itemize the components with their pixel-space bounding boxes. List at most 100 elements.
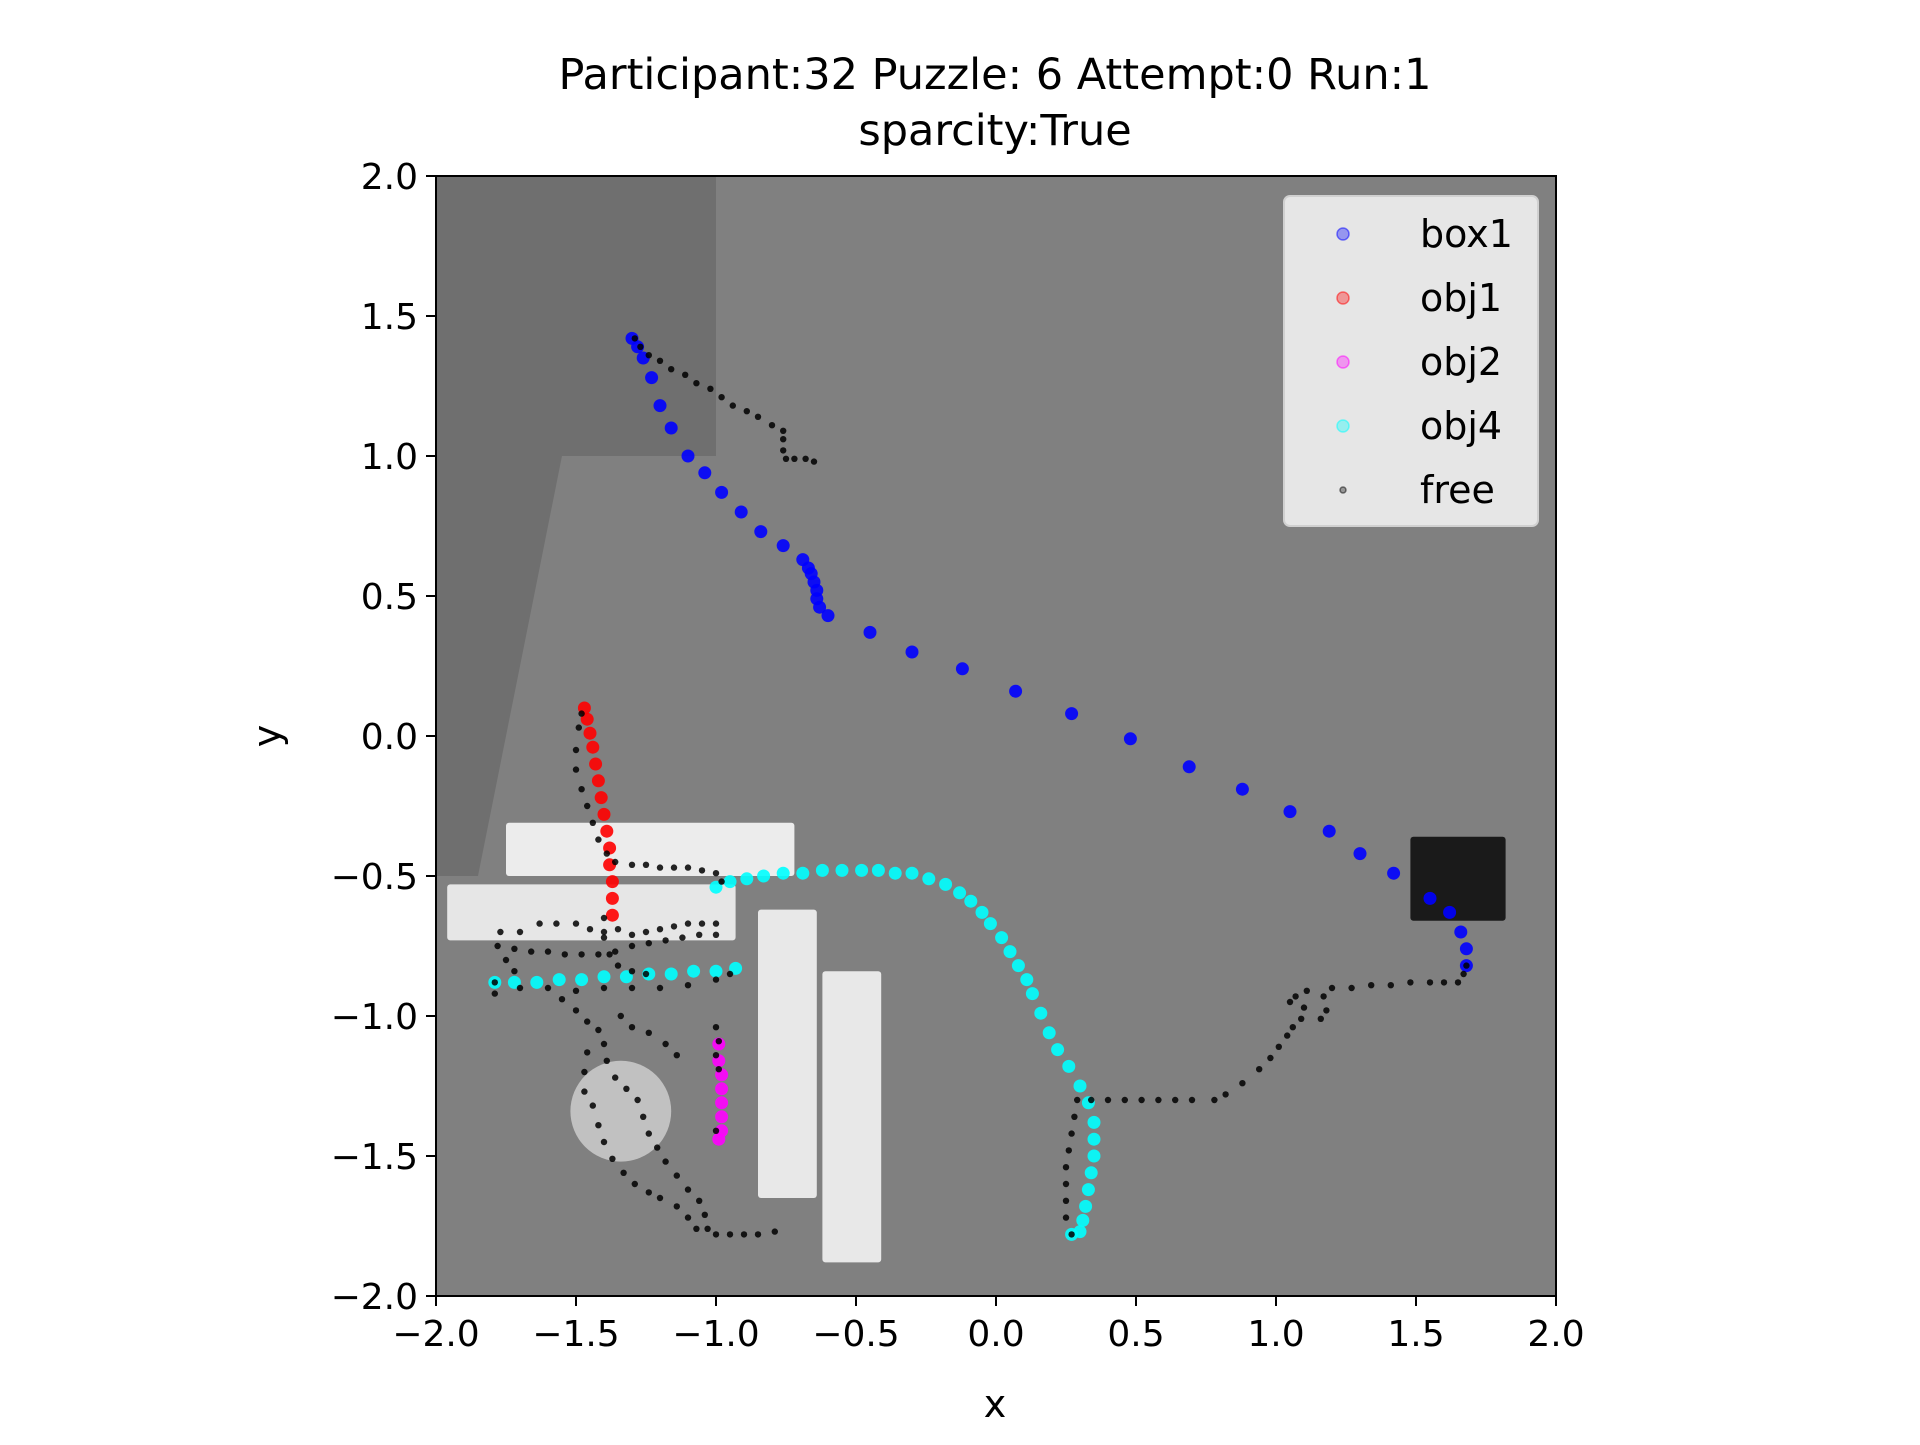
point-free-145 <box>1138 1096 1145 1104</box>
point-free-152 <box>1256 1066 1263 1073</box>
point-free-24 <box>578 786 585 793</box>
point-free-140 <box>1071 1113 1078 1121</box>
point-free-48 <box>656 926 664 933</box>
point-free-12 <box>768 422 776 429</box>
point-free-87 <box>572 1007 580 1014</box>
point-free-71 <box>628 968 636 975</box>
point-free-93 <box>623 1085 630 1093</box>
point-free-150 <box>1222 1091 1229 1098</box>
point-free-69 <box>606 951 613 958</box>
point-obj4-37 <box>1051 1043 1065 1057</box>
point-obj2-7 <box>712 1132 726 1146</box>
point-free-125 <box>645 1029 652 1037</box>
obstacle-pillar-left <box>758 909 817 1198</box>
x-axis-label: x <box>984 1382 1007 1426</box>
y-axis-label: y <box>245 725 289 748</box>
point-free-101 <box>696 1197 703 1205</box>
point-free-58 <box>578 951 585 958</box>
point-obj1-7 <box>597 807 611 821</box>
point-free-86 <box>558 996 566 1003</box>
point-obj1-13 <box>605 908 619 922</box>
point-obj4-33 <box>1020 973 1034 987</box>
y-tick-label-0: −2.0 <box>331 1277 418 1318</box>
point-obj4-2 <box>530 975 544 989</box>
point-free-13 <box>780 427 787 434</box>
point-free-116 <box>620 1169 627 1177</box>
point-obj4-36 <box>1042 1026 1056 1040</box>
point-free-117 <box>631 1180 638 1188</box>
point-free-59 <box>595 951 602 958</box>
y-tick-label-6: 1.0 <box>361 437 418 478</box>
point-box1-8 <box>715 485 729 499</box>
point-obj4-39 <box>1073 1079 1087 1093</box>
point-free-68 <box>600 934 608 941</box>
point-free-62 <box>645 940 652 947</box>
point-free-35 <box>698 867 706 874</box>
point-free-139 <box>1068 1130 1075 1137</box>
point-free-22 <box>572 746 580 754</box>
point-box1-19 <box>821 609 835 623</box>
point-free-120 <box>673 1203 680 1210</box>
point-box1-23 <box>1009 684 1023 698</box>
point-free-114 <box>600 1138 608 1146</box>
point-free-156 <box>1289 1023 1297 1031</box>
point-obj2-4 <box>715 1096 729 1110</box>
point-free-31 <box>642 861 650 868</box>
point-box1-4 <box>653 399 667 413</box>
x-tick-label-8: 2.0 <box>1527 1314 1584 1355</box>
point-box1-28 <box>1283 805 1297 819</box>
point-free-168 <box>1387 982 1395 989</box>
legend-label-box1: box1 <box>1420 212 1513 256</box>
point-free-55 <box>528 948 535 955</box>
point-free-162 <box>1320 993 1327 1000</box>
point-obj4-27 <box>964 894 978 908</box>
point-free-81 <box>684 982 692 989</box>
point-obj4-5 <box>597 970 611 984</box>
point-free-8 <box>718 394 725 401</box>
point-free-70 <box>614 962 622 969</box>
point-free-78 <box>600 984 608 992</box>
x-tick-label-1: −1.5 <box>532 1314 619 1355</box>
point-free-108 <box>771 1228 778 1235</box>
point-free-64 <box>679 934 686 941</box>
point-box1-32 <box>1423 891 1437 905</box>
point-free-79 <box>628 984 636 992</box>
point-obj4-35 <box>1034 1006 1048 1020</box>
point-free-144 <box>1121 1096 1129 1104</box>
point-free-166 <box>1348 984 1355 992</box>
point-free-131 <box>715 1066 722 1073</box>
point-free-21 <box>575 724 582 731</box>
legend-marker-obj1 <box>1336 291 1350 305</box>
point-free-3 <box>656 357 664 364</box>
obstacle-shelf-top <box>506 822 795 876</box>
y-axis: −2.0 −1.5 −1.0 −0.5 0.0 0.5 1.0 1.5 2.0 <box>331 157 436 1318</box>
point-obj4-11 <box>729 961 743 975</box>
point-free-128 <box>712 1023 720 1031</box>
obstacle-shelf-bottom <box>447 884 736 941</box>
point-free-29 <box>612 858 619 866</box>
point-free-4 <box>668 366 675 373</box>
point-free-0 <box>631 335 638 342</box>
x-tick-label-0: −2.0 <box>392 1314 479 1355</box>
point-free-7 <box>707 385 714 392</box>
legend-box <box>1283 195 1539 527</box>
point-free-72 <box>642 970 650 978</box>
point-free-141 <box>1074 1096 1081 1104</box>
point-free-153 <box>1267 1054 1274 1062</box>
point-free-109 <box>584 1049 591 1056</box>
point-obj1-12 <box>605 891 619 905</box>
point-free-9 <box>729 402 736 409</box>
point-free-98 <box>662 1158 669 1165</box>
point-free-130 <box>712 1052 720 1059</box>
y-tick-label-3: −0.5 <box>331 857 418 898</box>
point-free-5 <box>682 371 689 378</box>
point-obj4-13 <box>723 875 737 889</box>
point-free-110 <box>581 1068 588 1076</box>
point-free-124 <box>628 1023 636 1031</box>
point-free-14 <box>780 436 787 443</box>
point-free-75 <box>516 984 524 992</box>
point-box1-27 <box>1235 782 1249 796</box>
point-free-26 <box>589 819 596 826</box>
point-free-121 <box>684 1214 692 1221</box>
point-free-126 <box>662 1040 669 1048</box>
